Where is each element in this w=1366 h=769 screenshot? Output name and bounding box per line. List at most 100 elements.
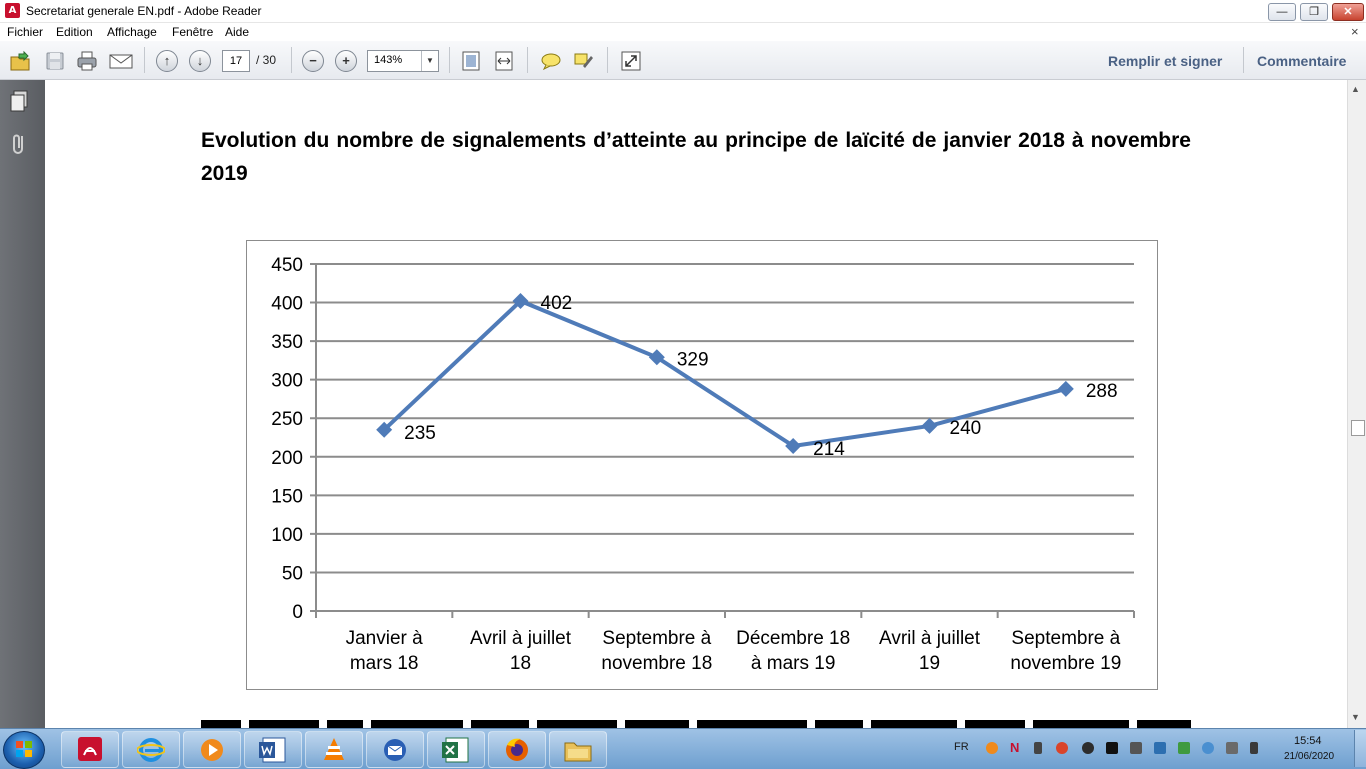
x-tick-label-line: 19 xyxy=(919,653,940,674)
taskbar-firefox[interactable] xyxy=(488,731,546,768)
close-button[interactable]: ✕ xyxy=(1332,3,1364,21)
taskbar-internet-explorer[interactable] xyxy=(122,731,180,768)
x-tick-label-line: Avril à juillet xyxy=(879,628,981,649)
full-screen-button[interactable] xyxy=(620,50,642,72)
zoom-select[interactable]: 143% ▼ xyxy=(367,50,439,72)
menu-aide[interactable]: Aide xyxy=(225,25,250,39)
highlight-text-button[interactable] xyxy=(573,50,595,72)
scroll-thumb[interactable] xyxy=(1351,420,1365,436)
fit-width-icon xyxy=(495,51,513,71)
fit-width-button[interactable] xyxy=(493,50,515,72)
x-tick-label-line: Avril à juillet xyxy=(470,628,572,649)
tray-sync-icon[interactable] xyxy=(1082,742,1094,754)
toolbar-separator xyxy=(291,47,292,73)
clock-date[interactable]: 21/06/2020 xyxy=(1284,751,1335,762)
data-label: 214 xyxy=(813,439,845,460)
minimize-button[interactable]: — xyxy=(1268,3,1296,21)
tray-star-icon[interactable] xyxy=(1056,742,1068,754)
volume-icon[interactable] xyxy=(1034,742,1042,754)
x-tick-label-line: novembre 19 xyxy=(1010,653,1121,674)
comment-bubble-icon xyxy=(541,53,561,71)
menu-edition[interactable]: Edition xyxy=(56,25,93,39)
input-language-indicator[interactable]: FR xyxy=(954,741,969,753)
data-point-marker xyxy=(1057,380,1074,397)
taskbar-file-explorer[interactable] xyxy=(549,731,607,768)
scroll-up-icon[interactable]: ▲ xyxy=(1351,84,1360,94)
vertical-scrollbar[interactable]: ▲ ▼ xyxy=(1347,80,1366,728)
taskbar-vlc[interactable] xyxy=(305,731,363,768)
tray-app-icon[interactable] xyxy=(986,742,998,754)
save-button[interactable] xyxy=(44,50,66,72)
taskbar-media-player[interactable] xyxy=(183,731,241,768)
taskbar-word[interactable] xyxy=(244,731,302,768)
next-page-button[interactable]: ↓ xyxy=(189,50,211,72)
window-title: Secretariat generale EN.pdf - Adobe Read… xyxy=(26,4,262,18)
menu-bar: Fichier Edition Affichage Fenêtre Aide × xyxy=(0,23,1366,41)
add-comment-button[interactable] xyxy=(540,50,562,72)
media-player-icon xyxy=(201,739,223,761)
chevron-down-icon[interactable]: ▼ xyxy=(421,51,438,71)
fill-and-sign-button[interactable]: Remplir et signer xyxy=(1108,53,1223,69)
show-desktop-button[interactable] xyxy=(1354,730,1366,767)
fit-page-icon xyxy=(462,51,480,71)
arrow-up-icon: ↑ xyxy=(163,53,171,68)
x-tick-label-line: Septembre à xyxy=(1011,628,1120,649)
x-tick-label: Avril à juillet 19 xyxy=(879,628,981,674)
taskbar-thunderbird[interactable] xyxy=(366,731,424,768)
data-label: 329 xyxy=(677,349,709,370)
tray-vm-icon[interactable] xyxy=(1154,742,1166,754)
zoom-out-button[interactable]: − xyxy=(302,50,324,72)
taskbar-excel[interactable] xyxy=(427,731,485,768)
x-tick-label-line: mars 18 xyxy=(350,653,419,674)
y-tick-label: 100 xyxy=(271,525,303,546)
print-button[interactable] xyxy=(76,50,98,72)
x-tick-label: Septembre à novembre 18 xyxy=(601,628,712,674)
open-button[interactable] xyxy=(9,50,31,72)
document-view[interactable]: Evolution du nombre de signalements d’at… xyxy=(45,80,1347,728)
tray-n-icon[interactable]: N xyxy=(1010,740,1020,755)
x-axis-labels: Janvier à mars 18 Avril à juillet 18 Septemb… xyxy=(346,628,1122,674)
email-button[interactable] xyxy=(109,50,133,72)
tray-monitor-icon[interactable] xyxy=(1130,742,1142,754)
data-point-marker xyxy=(921,417,938,434)
tray-security-icon[interactable] xyxy=(1178,742,1190,754)
zoom-in-button[interactable]: + xyxy=(335,50,357,72)
page-thumbnails-icon[interactable] xyxy=(9,90,29,112)
comment-pane-button[interactable]: Commentaire xyxy=(1257,53,1347,69)
maximize-button[interactable]: ❐ xyxy=(1300,3,1328,21)
data-point-marker xyxy=(512,293,529,310)
network-icon[interactable] xyxy=(1226,742,1238,754)
tray-bluetooth-icon[interactable] xyxy=(1202,742,1214,754)
minus-icon: − xyxy=(309,53,317,68)
navigation-pane xyxy=(0,80,45,728)
fit-page-button[interactable] xyxy=(460,50,482,72)
menu-affichage[interactable]: Affichage xyxy=(107,25,157,39)
tray-shield-icon[interactable] xyxy=(1106,742,1118,754)
open-folder-icon xyxy=(10,50,30,71)
page-number-input[interactable]: 17 xyxy=(222,50,250,72)
taskbar-acrobat[interactable] xyxy=(61,731,119,768)
x-tick-label-line: Septembre à xyxy=(602,628,711,649)
y-tick-label: 50 xyxy=(282,563,303,584)
windows-logo-icon xyxy=(16,741,32,757)
toolbar-separator xyxy=(527,47,528,73)
start-button[interactable] xyxy=(3,731,45,769)
x-tick-label: Avril à juillet 18 xyxy=(470,628,572,674)
y-tick-label: 0 xyxy=(292,602,303,623)
attachment-paperclip-icon[interactable] xyxy=(9,132,29,156)
scroll-down-icon[interactable]: ▼ xyxy=(1351,712,1360,722)
x-tick-label: Décembre 18 à mars 19 xyxy=(736,628,850,674)
menu-fenetre[interactable]: Fenêtre xyxy=(172,25,214,39)
data-label: 288 xyxy=(1086,381,1118,402)
y-tick-label: 350 xyxy=(271,332,303,353)
close-document-icon[interactable]: × xyxy=(1351,24,1359,39)
zoom-value: 143% xyxy=(374,54,403,66)
battery-icon[interactable] xyxy=(1250,742,1258,754)
thunderbird-icon xyxy=(384,739,406,761)
clock-time[interactable]: 15:54 xyxy=(1294,735,1322,747)
previous-page-button[interactable]: ↑ xyxy=(156,50,178,72)
page-total: / 30 xyxy=(256,53,277,67)
y-tick-label: 200 xyxy=(271,448,303,469)
menu-fichier[interactable]: Fichier xyxy=(7,25,44,39)
print-icon xyxy=(77,51,97,71)
